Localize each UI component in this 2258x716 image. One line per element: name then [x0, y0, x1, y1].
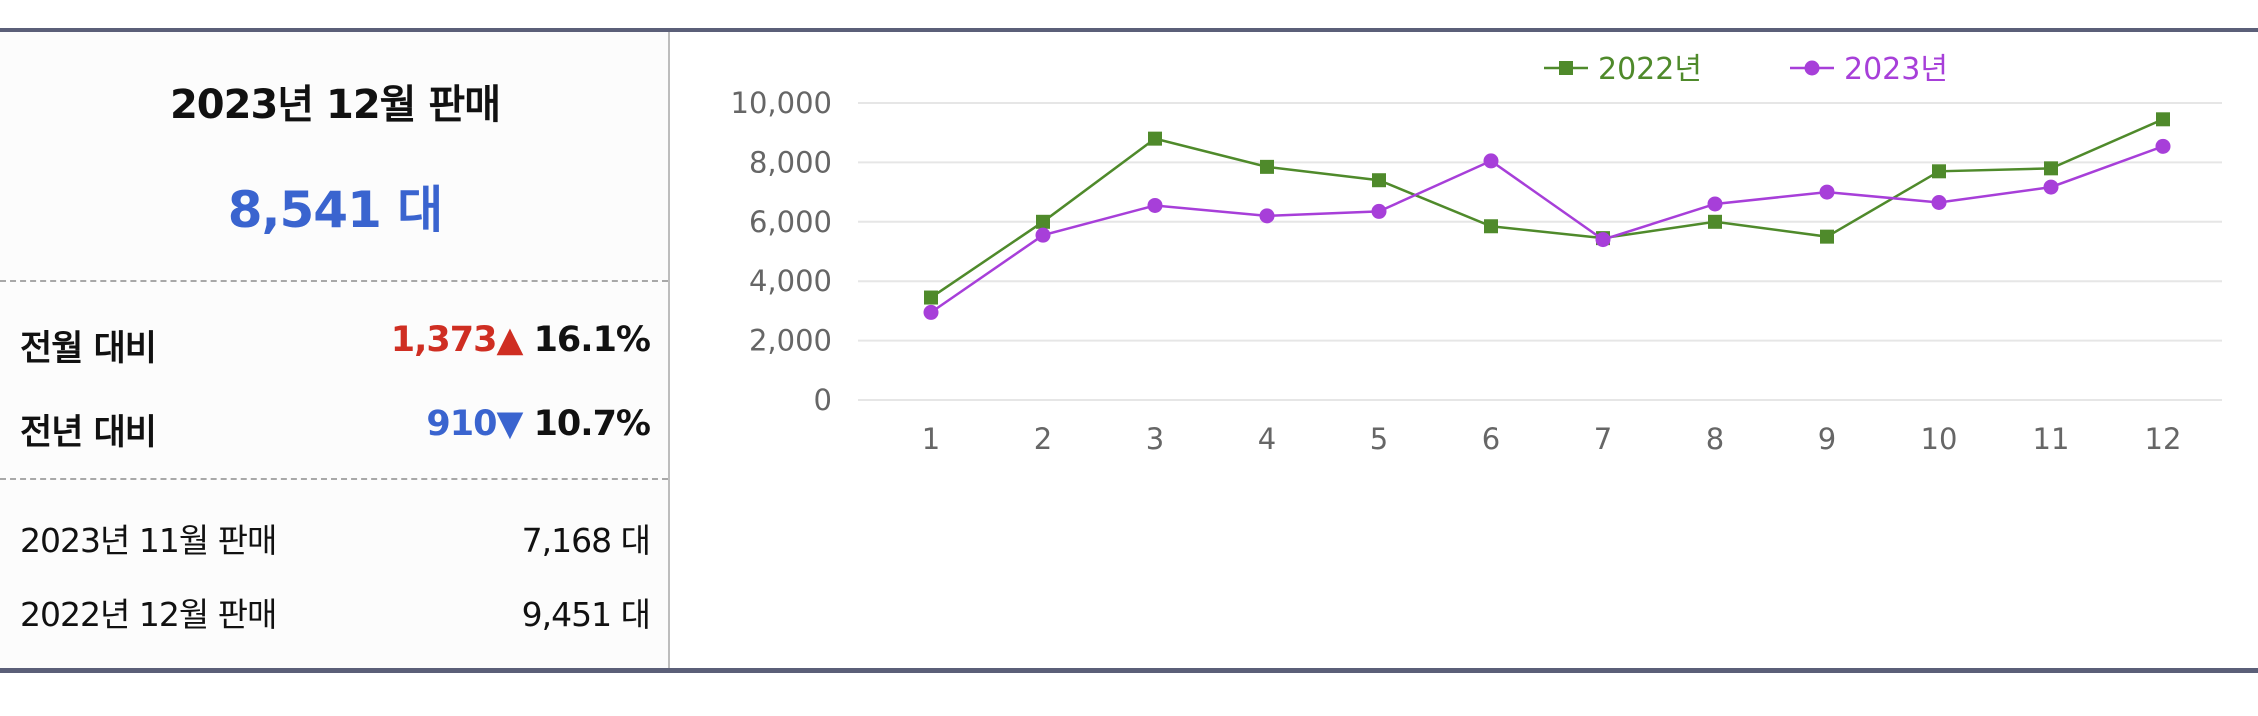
summary-panel: 2023년 12월 판매 8,541 대 전월 대비 1,373▲ 16.1% … [0, 32, 670, 668]
y-axis-ticks: 0 2,000 4,000 6,000 8,000 10,000 [731, 86, 832, 417]
mom-diff: 1,373 [390, 320, 498, 360]
y-tick-label: 0 [814, 383, 832, 417]
data-point [2156, 112, 2170, 127]
yoy-percent: 10.7% [533, 404, 651, 444]
x-tick-label: 5 [1370, 422, 1388, 456]
data-point [1932, 164, 1946, 179]
gridlines [858, 102, 2222, 401]
data-point [2043, 179, 2059, 195]
x-tick-label: 9 [1818, 422, 1836, 456]
x-tick-label: 10 [1921, 422, 1958, 456]
data-point [2044, 161, 2058, 176]
y-tick-label: 8,000 [749, 145, 832, 179]
yoy-row: 전년 대비 910▼ 10.7% [20, 404, 651, 454]
mom-value: 1,373▲ 16.1% [390, 320, 651, 360]
prev-month-value: 7,168 대 [521, 521, 651, 560]
data-point [1484, 219, 1498, 234]
data-point [1259, 208, 1275, 224]
x-tick-label: 2 [1034, 422, 1052, 456]
x-tick-label: 1 [922, 422, 940, 456]
data-point [923, 304, 939, 320]
prev-month-row: 2023년 11월 판매 7,168 대 [20, 514, 651, 564]
divider [0, 280, 668, 282]
data-point [1707, 196, 1723, 212]
data-point [1148, 131, 1162, 146]
data-point [1147, 197, 1163, 213]
x-tick-label: 6 [1482, 422, 1500, 456]
mom-row: 전월 대비 1,373▲ 16.1% [20, 320, 651, 370]
data-point [1036, 214, 1050, 229]
legend-item: 2022년 [1544, 52, 1702, 87]
prev-year-value: 9,451 대 [521, 595, 651, 634]
data-point [1819, 184, 1835, 200]
frame-bottom-border [0, 668, 2258, 673]
prev-year-row: 2022년 12월 판매 9,451 대 [20, 588, 651, 638]
data-point [924, 290, 938, 305]
series-line [930, 145, 2164, 314]
series-1 [924, 112, 2170, 305]
legend-label: 2022년 [1598, 52, 1702, 87]
legend-item: 2023년 [1790, 52, 1948, 87]
y-tick-label: 4,000 [749, 264, 832, 298]
legend-marker [1804, 60, 1820, 76]
x-tick-label: 8 [1706, 422, 1724, 456]
down-arrow-icon: ▼ [496, 404, 523, 444]
x-tick-label: 7 [1594, 422, 1612, 456]
data-point [1371, 203, 1387, 219]
series-line [930, 118, 2164, 299]
yoy-value: 910▼ 10.7% [426, 404, 651, 444]
mom-percent: 16.1% [533, 320, 651, 360]
data-point [1372, 173, 1386, 188]
x-tick-label: 4 [1258, 422, 1276, 456]
data-point [1035, 227, 1051, 243]
data-point [1931, 194, 1947, 210]
data-point [1260, 159, 1274, 174]
x-tick-label: 12 [2145, 422, 2182, 456]
x-tick-label: 3 [1146, 422, 1164, 456]
x-tick-label: 11 [2033, 422, 2070, 456]
legend-label: 2023년 [1844, 52, 1948, 87]
data-point [1708, 214, 1722, 229]
series-lines [923, 112, 2171, 320]
yoy-label: 전년 대비 [20, 413, 157, 453]
up-arrow-icon: ▲ [496, 320, 523, 360]
mom-label: 전월 대비 [20, 329, 157, 369]
series-2 [923, 138, 2171, 320]
data-point [2155, 138, 2171, 154]
current-sales-value: 8,541 대 [227, 181, 444, 239]
legend-marker [1559, 61, 1573, 75]
data-point [1595, 232, 1611, 248]
divider [0, 478, 668, 480]
x-axis-ticks: 1 2 3 4 5 6 7 8 9 10 11 12 [922, 422, 2182, 456]
data-point [1820, 229, 1834, 244]
yoy-diff: 910 [426, 404, 497, 444]
frame-top-border [0, 28, 2258, 32]
y-tick-label: 2,000 [749, 324, 832, 358]
y-tick-label: 10,000 [731, 86, 832, 120]
summary-title: 2023년 12월 판매 [169, 82, 501, 128]
legend: 2022년 2023년 [1544, 52, 1948, 87]
prev-year-label: 2022년 12월 판매 [20, 595, 277, 634]
prev-month-label: 2023년 11월 판매 [20, 521, 277, 560]
y-tick-label: 6,000 [749, 205, 832, 239]
data-point [1483, 153, 1499, 169]
